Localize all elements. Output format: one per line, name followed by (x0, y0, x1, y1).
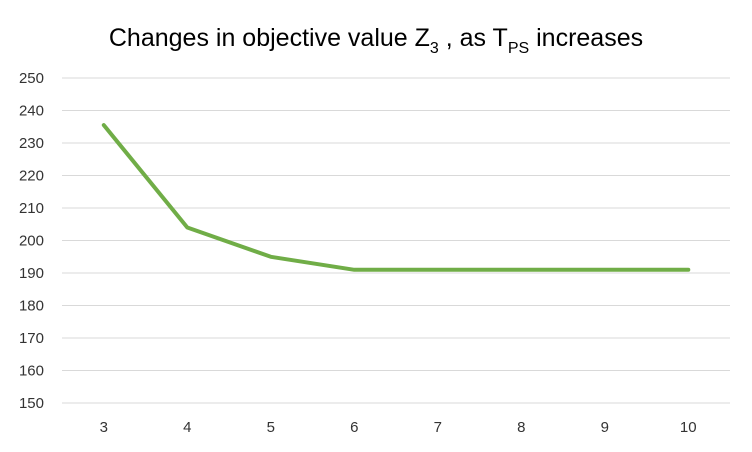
y-tick-label: 210 (19, 200, 44, 217)
chart-title-subscript-ps: PS (508, 40, 529, 57)
x-tick-label: 9 (601, 419, 609, 436)
chart-title-middle: , as T (439, 24, 508, 52)
y-tick-label: 150 (19, 395, 44, 412)
chart-title-subscript-3: 3 (430, 40, 439, 57)
chart-title: Changes in objective value Z3 , as TPS i… (109, 24, 643, 57)
x-tick-label: 7 (434, 419, 442, 436)
gridlines (62, 77, 730, 404)
x-tick-label: 4 (183, 419, 191, 436)
x-axis-ticks: 3 4 5 6 7 8 9 10 (100, 419, 697, 436)
x-tick-label: 8 (517, 419, 525, 436)
chart-title-tail: increases (529, 24, 643, 52)
y-tick-label: 240 (19, 103, 44, 120)
y-tick-label: 250 (19, 70, 44, 87)
y-tick-label: 190 (19, 265, 44, 282)
y-tick-label: 180 (19, 298, 44, 315)
series-layer (101, 123, 691, 272)
y-tick-label: 220 (19, 168, 44, 185)
y-tick-label: 160 (19, 363, 44, 380)
x-tick-label: 6 (350, 419, 358, 436)
y-axis-ticks: 150 160 170 180 190 200 210 220 230 240 250 (19, 70, 44, 412)
series-line-0 (101, 123, 691, 272)
chart-title-main: Changes in objective value Z (109, 24, 430, 52)
y-tick-label: 170 (19, 330, 44, 347)
y-tick-label: 200 (19, 233, 44, 250)
x-tick-label: 3 (100, 419, 108, 436)
x-tick-label: 5 (267, 419, 275, 436)
y-tick-label: 230 (19, 135, 44, 152)
x-tick-label: 10 (680, 419, 697, 436)
